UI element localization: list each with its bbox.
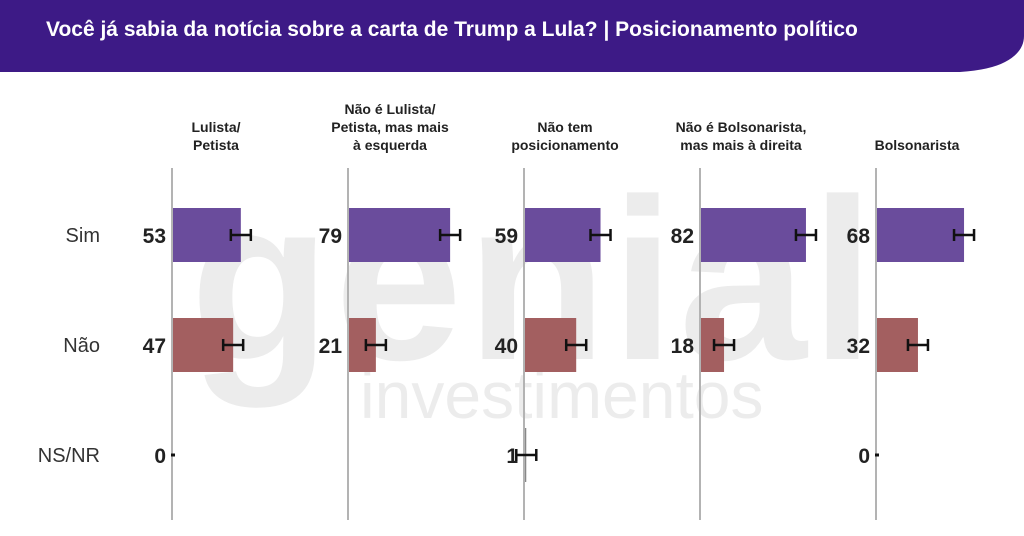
value-label-1-sim: 79 (319, 225, 342, 248)
row-label-2: NS/NR (38, 445, 100, 467)
value-label-0-não: 47 (143, 335, 166, 358)
bar-3-não (701, 318, 725, 372)
panel-title-3-line-1: mas mais à direita (680, 137, 802, 153)
panel-title-4-line-0: Bolsonarista (875, 137, 960, 153)
value-label-2-não: 40 (495, 335, 518, 358)
bar-1-sim (349, 208, 451, 262)
panel-title-3-line-0: Não é Bolsonarista, (676, 119, 807, 135)
panel-title-2-line-1: posicionamento (511, 137, 618, 153)
row-label-0: Sim (66, 225, 100, 247)
value-label-2-sim: 59 (495, 225, 518, 248)
value-label-2-nsnr: 1 (506, 445, 518, 468)
panel-title-1-line-2: à esquerda (353, 137, 427, 153)
panel-title-1-line-0: Não é Lulista/ (344, 101, 435, 117)
panel-title-0-line-0: Lulista/ (191, 119, 240, 135)
value-label-0-sim: 53 (143, 225, 166, 248)
value-label-0-nsnr: 0 (154, 445, 166, 468)
value-label-1-não: 21 (319, 335, 343, 358)
row-label-1: Não (63, 335, 100, 357)
value-label-3-sim: 82 (671, 225, 694, 248)
page-title: Você já sabia da notícia sobre a carta d… (46, 18, 858, 41)
value-label-4-nsnr: 0 (858, 445, 870, 468)
header-banner: Você já sabia da notícia sobre a carta d… (0, 0, 1024, 72)
panel-title-1-line-1: Petista, mas mais (331, 119, 449, 135)
header-background (0, 0, 1024, 72)
bar-3-sim (701, 208, 806, 262)
bar-2-sim (525, 208, 601, 262)
value-label-4-não: 32 (847, 335, 870, 358)
panel-title-0-line-1: Petista (193, 137, 239, 153)
value-label-4-sim: 68 (847, 225, 871, 248)
bar-0-sim (173, 208, 241, 262)
panel-title-2-line-0: Não tem (537, 119, 592, 135)
value-label-3-não: 18 (671, 335, 695, 358)
bar-4-sim (877, 208, 965, 262)
